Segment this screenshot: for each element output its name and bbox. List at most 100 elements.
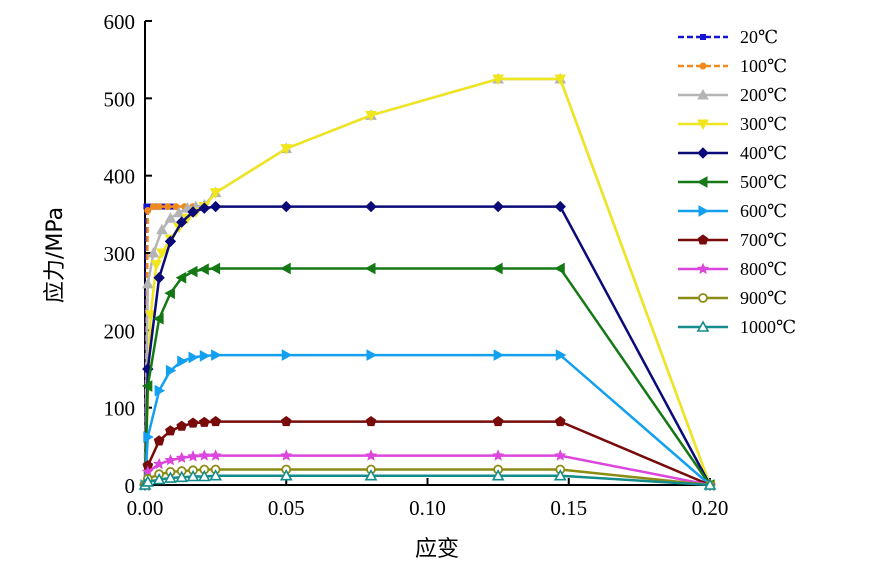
data-point [492, 74, 504, 86]
data-point [199, 350, 211, 362]
legend-item: 300℃ [678, 114, 787, 134]
data-point [365, 449, 377, 461]
data-point [147, 246, 160, 258]
data-point [173, 206, 185, 218]
data-point [175, 451, 188, 464]
data-point [164, 235, 177, 248]
data-point [366, 349, 378, 361]
legend-marker [699, 62, 707, 70]
data-point [198, 202, 211, 214]
legend-item: 100℃ [678, 56, 787, 76]
data-point [280, 262, 291, 275]
series-line [143, 353, 711, 486]
data-point [210, 415, 221, 427]
data-point [281, 349, 293, 361]
series-line [143, 77, 712, 486]
legend-marker [697, 234, 709, 245]
data-point [187, 417, 199, 428]
legend-marker [698, 205, 710, 217]
data-point [209, 188, 222, 199]
data-point [153, 435, 165, 446]
data-point [209, 469, 222, 481]
data-point [144, 310, 157, 321]
legend-item: 20℃ [678, 27, 778, 47]
y-tick-label: 500 [104, 87, 136, 111]
data-point [554, 415, 566, 427]
data-point [491, 469, 505, 481]
data-point [152, 472, 166, 485]
legend-item: 600℃ [678, 201, 787, 221]
legend-marker [700, 34, 706, 40]
data-point [176, 420, 188, 431]
data-point [153, 312, 164, 325]
data-point [153, 272, 165, 284]
data-point [555, 349, 567, 361]
data-point [187, 450, 200, 462]
series-3 [139, 74, 716, 492]
data-point [164, 203, 172, 211]
data-point [198, 263, 209, 276]
x-tick-label: 0.00 [127, 496, 164, 520]
data-point [150, 260, 163, 271]
legend-marker [697, 88, 709, 100]
legend-label: 900℃ [740, 288, 787, 308]
legend-label: 400℃ [740, 143, 787, 163]
data-point [365, 200, 377, 213]
data-point [492, 449, 505, 461]
legend-item: 700℃ [678, 230, 787, 250]
data-point [280, 415, 292, 427]
data-point [553, 469, 567, 481]
data-point [165, 425, 176, 436]
x-tick-label: 0.05 [268, 496, 305, 520]
data-point [153, 457, 166, 470]
legend-label: 800℃ [740, 259, 787, 279]
data-point [209, 262, 221, 275]
data-point [164, 212, 177, 223]
data-point [141, 277, 154, 289]
legend-label: 1000℃ [740, 317, 796, 337]
legend-marker [698, 293, 708, 303]
data-point [703, 478, 717, 490]
x-tick-label: 0.15 [550, 496, 587, 520]
data-point [492, 262, 503, 275]
data-point [364, 262, 376, 275]
data-point [211, 349, 222, 361]
data-point [177, 355, 188, 368]
y-tick-label: 0 [125, 474, 136, 498]
data-point [554, 200, 566, 213]
legend-label: 500℃ [740, 172, 787, 192]
data-point [365, 415, 377, 427]
data-point [154, 384, 166, 397]
data-point [165, 364, 177, 377]
series-10 [138, 469, 717, 490]
series-line [143, 77, 712, 486]
data-point [149, 203, 157, 211]
y-tick-label: 200 [104, 319, 136, 343]
series-line [143, 205, 712, 486]
legend-item: 800℃ [678, 259, 787, 279]
data-point [143, 431, 154, 443]
data-point [141, 380, 153, 392]
y-tick-label: 400 [104, 165, 136, 189]
legend-item: 1000℃ [678, 317, 796, 337]
data-point [492, 415, 504, 427]
legend-item: 500℃ [678, 172, 787, 192]
data-point [188, 351, 200, 364]
data-point [554, 74, 567, 86]
y-tick-label: 600 [104, 10, 136, 34]
data-point [554, 449, 567, 461]
data-point [280, 144, 293, 155]
legend-label: 700℃ [740, 230, 787, 250]
legend-label: 600℃ [740, 201, 787, 221]
legend-item: 900℃ [678, 288, 787, 308]
legend-item: 200℃ [678, 85, 787, 105]
data-point [164, 453, 177, 466]
y-axis-title: 应力/MPa [43, 207, 68, 303]
data-point [492, 200, 504, 213]
data-point [172, 203, 180, 211]
legend-item: 400℃ [678, 143, 787, 163]
data-point [156, 223, 168, 235]
x-axis-ticks: 0.00 0.05 0.10 0.15 0.20 [127, 478, 728, 520]
data-point [186, 469, 200, 482]
